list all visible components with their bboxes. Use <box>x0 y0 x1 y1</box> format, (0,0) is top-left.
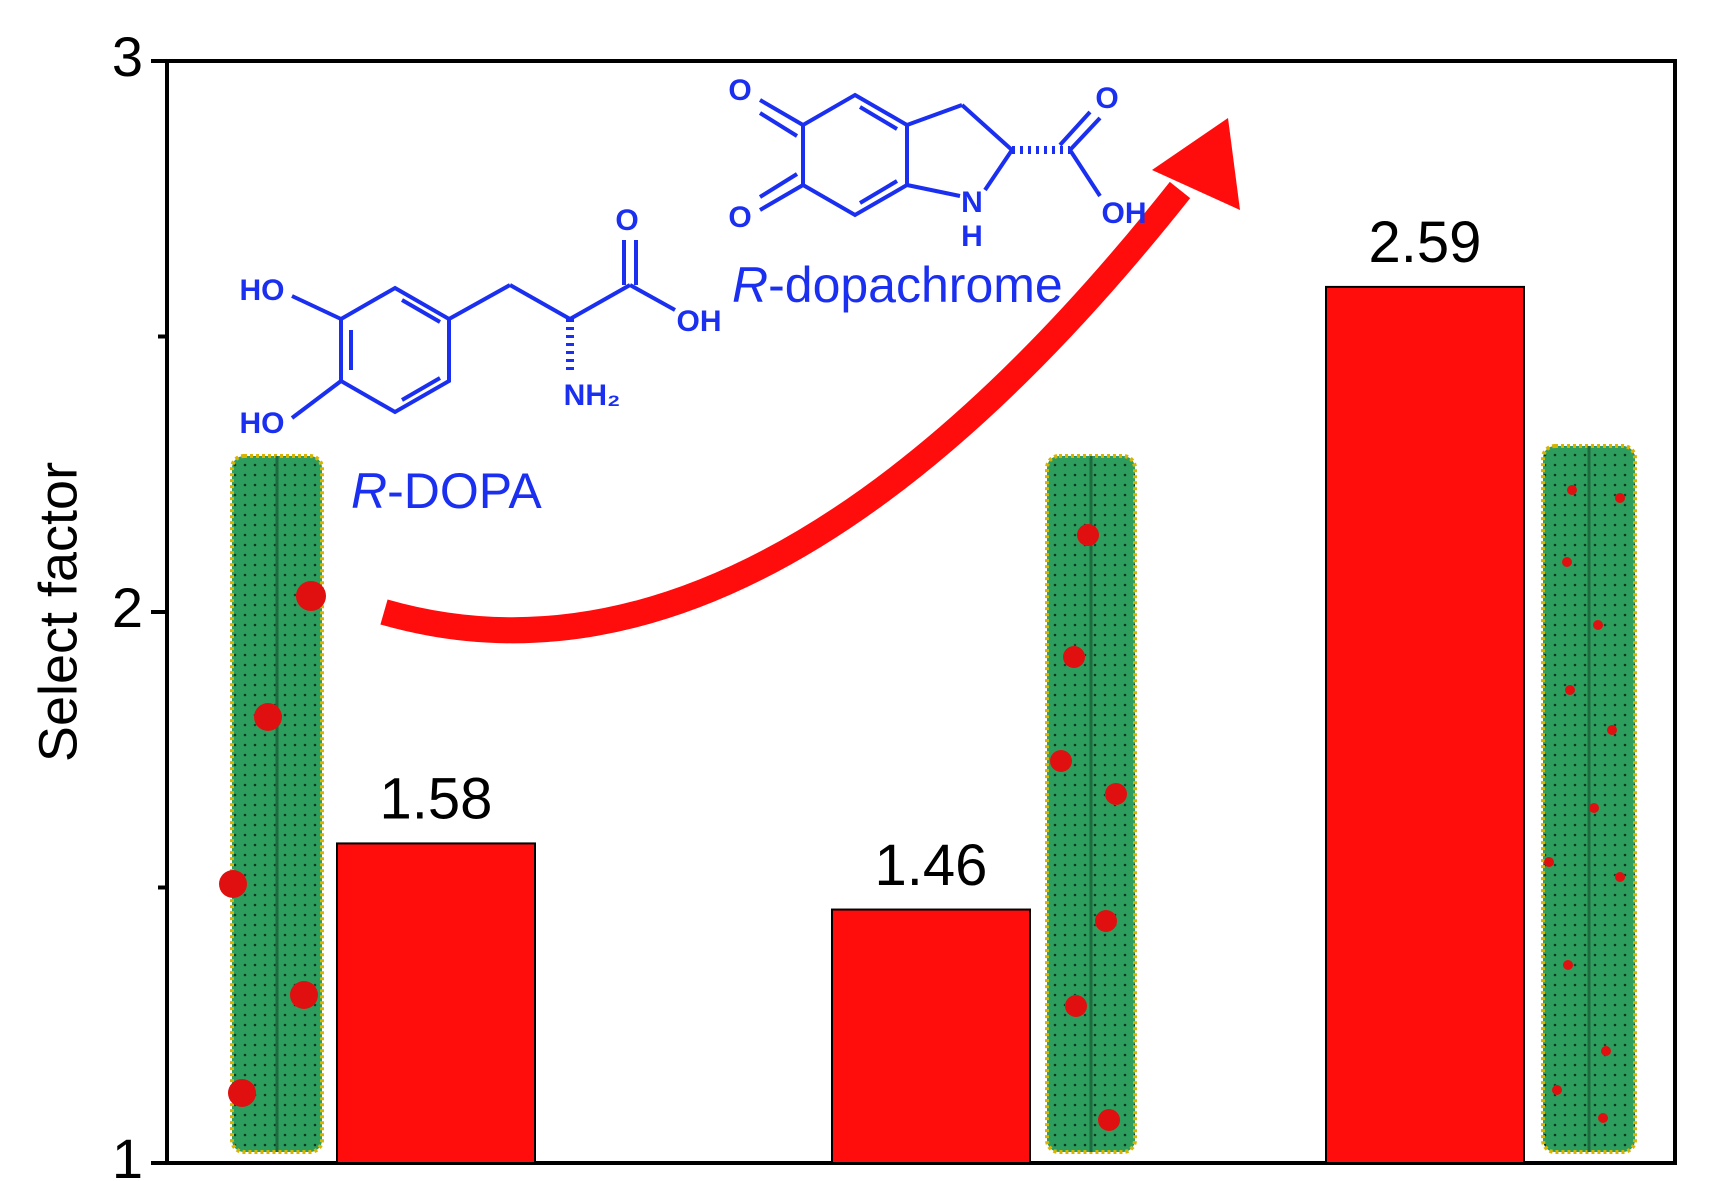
structure-label: OH <box>1102 197 1147 230</box>
nanotube <box>1045 454 1137 1154</box>
structure-label: O <box>615 204 638 237</box>
bar <box>831 908 1031 1164</box>
chemical-structure <box>290 240 676 420</box>
value-label: 1.46 <box>875 833 988 898</box>
structure-label: NH₂ <box>564 379 621 412</box>
structure-label: HO <box>240 407 285 440</box>
y-tick-label: 2 <box>112 576 143 639</box>
value-label: 2.59 <box>1369 210 1482 275</box>
chemical-structure <box>758 92 1102 218</box>
bar <box>1325 285 1525 1165</box>
structure-label: N <box>961 186 983 219</box>
nanotube <box>1541 444 1637 1154</box>
value-label: 1.58 <box>380 767 493 832</box>
y-axis-title: Select factor <box>28 462 88 762</box>
y-tick-label: 3 <box>112 25 143 88</box>
structure-label: HO <box>240 274 285 307</box>
annotation: R-DOPA <box>351 463 542 519</box>
structure-label: O <box>728 201 751 234</box>
structure-label: H <box>961 220 983 253</box>
structure-label: O <box>1095 82 1118 115</box>
bar <box>336 842 536 1164</box>
nanotube <box>219 454 326 1154</box>
annotation: R-dopachrome <box>732 257 1063 313</box>
arrow <box>380 118 1240 644</box>
y-tick-label: 1 <box>112 1127 143 1181</box>
structure-label: O <box>728 74 751 107</box>
structure-label: OH <box>677 305 722 338</box>
